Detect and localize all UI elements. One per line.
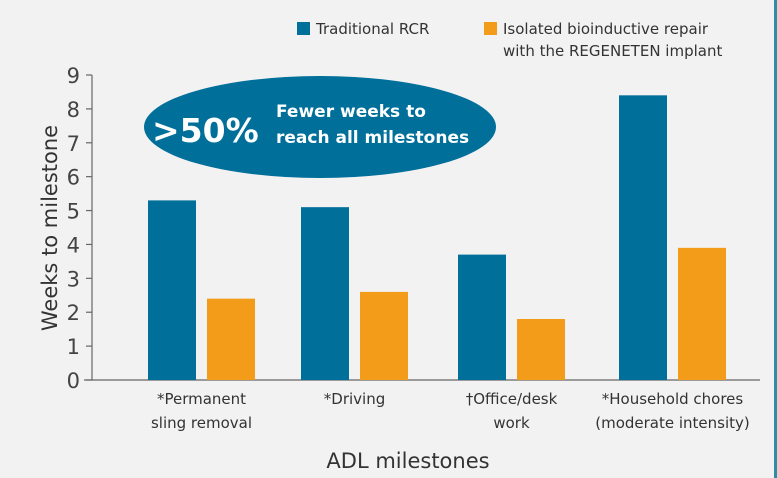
y-tick-label: 8 — [67, 98, 80, 122]
y-tick-label: 1 — [67, 335, 80, 359]
bar-traditional — [301, 207, 349, 380]
bar-regeneten — [360, 291, 408, 380]
legend-label-traditional: Traditional RCR — [315, 20, 429, 38]
bar-regeneten — [678, 247, 726, 380]
legend-label-regeneten: Isolated bioinductive repair — [503, 20, 709, 38]
right-border — [774, 0, 777, 478]
x-tick-label: *Permanent — [157, 390, 246, 408]
x-tick-label: work — [493, 414, 530, 432]
legend-swatch-traditional — [297, 22, 310, 35]
legend-label-regeneten: with the REGENETEN implant — [503, 42, 722, 60]
y-tick-label: 9 — [67, 64, 80, 88]
y-tick-label: 7 — [67, 132, 80, 156]
y-tick-label: 6 — [67, 166, 80, 190]
y-tick-label: 5 — [67, 200, 80, 224]
bar-traditional — [148, 200, 196, 380]
y-tick-label: 3 — [67, 267, 80, 291]
y-tick-label: 0 — [67, 369, 80, 393]
x-tick-label: *Driving — [324, 390, 385, 408]
bar-traditional — [619, 95, 667, 380]
y-tick-label: 2 — [67, 301, 80, 325]
bar-regeneten — [207, 298, 255, 380]
x-axis-label: ADL milestones — [326, 449, 489, 473]
annotation-text: reach all milestones — [276, 128, 469, 148]
annotation-bubble — [144, 76, 496, 178]
bar-traditional — [458, 254, 506, 380]
x-tick-label: (moderate intensity) — [595, 414, 750, 432]
y-tick-label: 4 — [67, 233, 80, 257]
x-tick-label: *Household chores — [602, 390, 744, 408]
y-axis-label: Weeks to milestone — [38, 125, 62, 331]
bar-regeneten — [517, 319, 565, 380]
legend-swatch-regeneten — [484, 22, 497, 35]
annotation-text: Fewer weeks to — [276, 102, 426, 122]
x-tick-label: sling removal — [151, 414, 252, 432]
annotation-percent: >50% — [152, 111, 259, 150]
x-tick-label: †Office/desk — [466, 390, 558, 408]
